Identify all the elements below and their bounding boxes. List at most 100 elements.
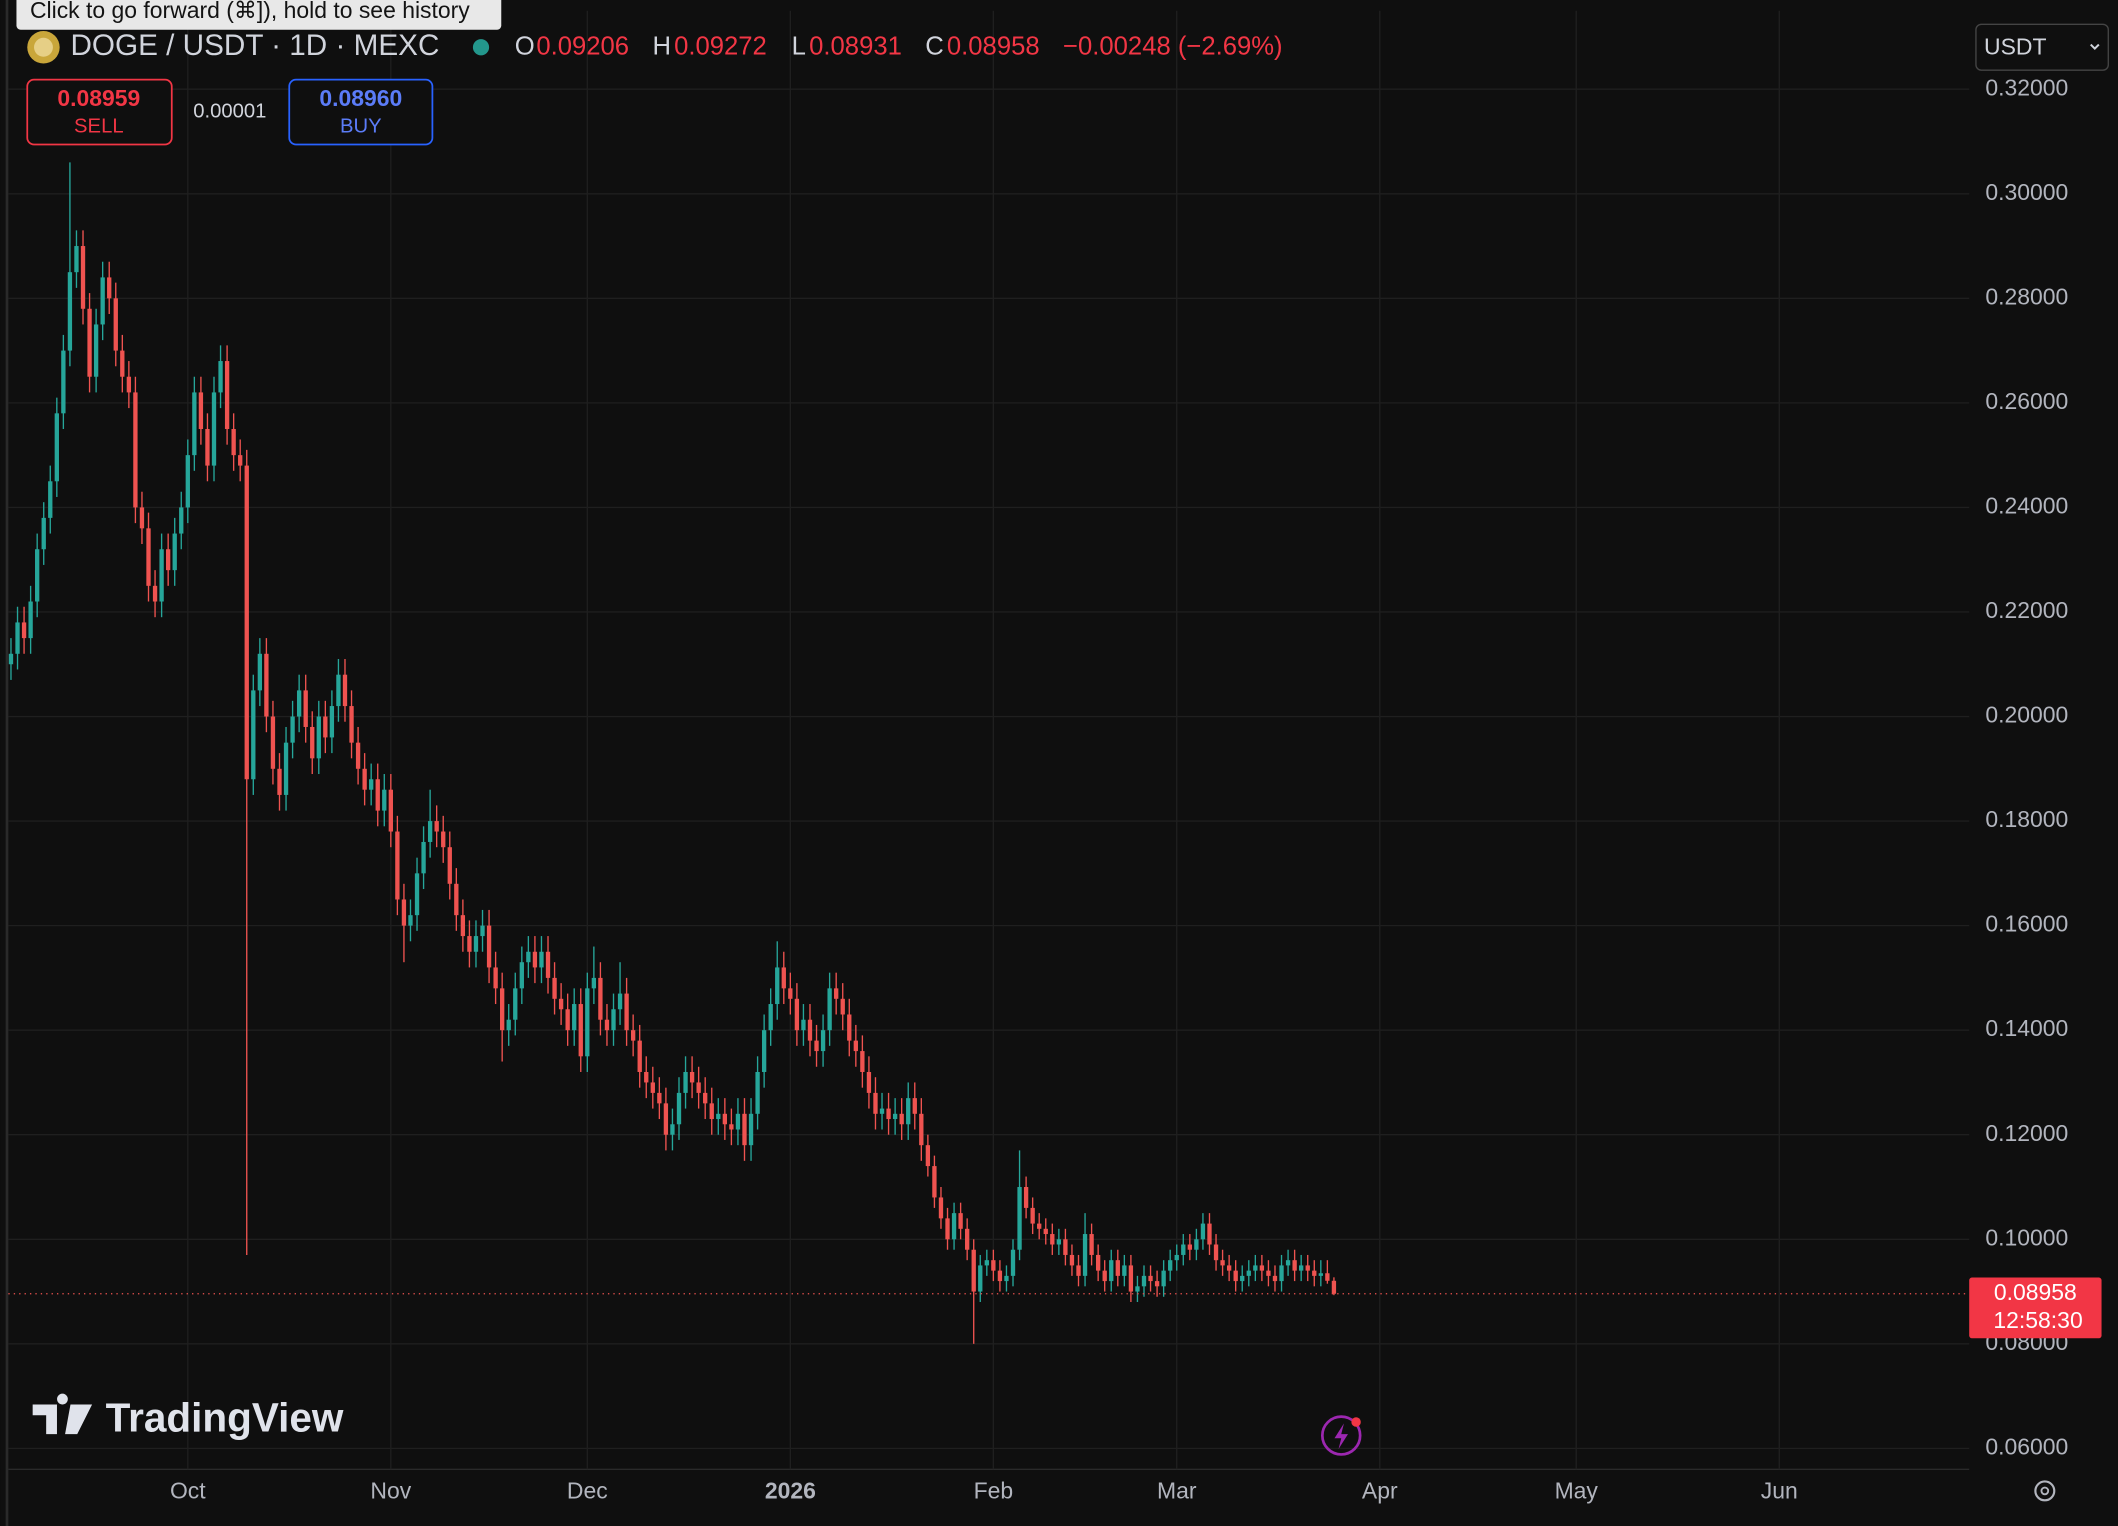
candle-body bbox=[1299, 1265, 1304, 1271]
candle-body bbox=[689, 1071, 695, 1083]
candle-body bbox=[578, 1004, 583, 1057]
y-tick-label: 0.16000 bbox=[1985, 911, 2068, 937]
candle-body bbox=[146, 528, 151, 586]
candle-body bbox=[1063, 1239, 1068, 1255]
grid bbox=[8, 10, 1970, 1470]
candle-body bbox=[1279, 1265, 1284, 1282]
candle-body bbox=[761, 1030, 767, 1072]
candle-body bbox=[152, 585, 158, 602]
candle-body bbox=[1266, 1270, 1271, 1276]
candle-body bbox=[382, 789, 387, 811]
candle-body bbox=[1095, 1254, 1101, 1271]
candle-body bbox=[41, 517, 46, 550]
candle-body bbox=[1259, 1265, 1265, 1271]
candle-body bbox=[1318, 1273, 1323, 1276]
high-label: H bbox=[653, 32, 672, 60]
candle-body bbox=[965, 1228, 970, 1250]
candle-body bbox=[100, 277, 105, 325]
candle-body bbox=[526, 951, 531, 963]
candle-body bbox=[231, 429, 236, 456]
candle-body bbox=[434, 821, 439, 832]
candle-body bbox=[938, 1197, 944, 1219]
candle-body bbox=[185, 455, 190, 508]
candle-body bbox=[67, 272, 73, 351]
candle-body bbox=[296, 690, 302, 717]
axes: 0.32000 0.30000 0.28000 0.26000 0.24000 0.220… bbox=[8, 74, 2102, 1503]
candle-body bbox=[624, 993, 629, 1031]
candle-body bbox=[722, 1113, 728, 1125]
candle-body bbox=[847, 1014, 852, 1041]
candle-body bbox=[408, 915, 413, 926]
candle-body bbox=[264, 653, 269, 717]
y-tick-label: 0.22000 bbox=[1985, 597, 2068, 623]
candle-body bbox=[401, 899, 407, 926]
currency-dropdown[interactable] bbox=[1975, 23, 2109, 71]
candle-body bbox=[794, 998, 800, 1031]
candle-body bbox=[755, 1071, 760, 1114]
y-tick-label: 0.26000 bbox=[1985, 388, 2068, 414]
symbol-icon-inner bbox=[34, 37, 53, 57]
candle-body bbox=[1181, 1244, 1186, 1255]
candle-body bbox=[133, 392, 138, 508]
settings-icon[interactable] bbox=[2034, 1480, 2056, 1502]
candle-body bbox=[1253, 1265, 1258, 1271]
sell-button[interactable] bbox=[26, 78, 173, 146]
candle-body bbox=[958, 1213, 963, 1229]
candle-body bbox=[93, 324, 99, 377]
alert-icon[interactable] bbox=[1320, 1415, 1362, 1456]
candle-body bbox=[591, 977, 597, 989]
x-tick-label: Dec bbox=[567, 1477, 608, 1503]
candle-body bbox=[179, 507, 184, 534]
candle-body bbox=[519, 962, 524, 989]
candle-body bbox=[303, 690, 308, 727]
candle-body bbox=[1037, 1223, 1042, 1229]
candle-body bbox=[1174, 1254, 1179, 1261]
buy-button[interactable] bbox=[288, 78, 434, 146]
candle-body bbox=[480, 925, 485, 937]
candle-body bbox=[454, 883, 459, 916]
brand: TradingView bbox=[106, 1394, 344, 1440]
symbol[interactable]: DOGE / USDT · 1D · MEXC bbox=[70, 29, 439, 62]
candle-body bbox=[1043, 1228, 1048, 1235]
candle-body bbox=[814, 1040, 819, 1052]
candle-body bbox=[539, 951, 544, 968]
candle-body bbox=[460, 915, 466, 937]
candle-body bbox=[611, 1009, 616, 1031]
candle-body bbox=[224, 361, 230, 430]
candle-body bbox=[807, 1019, 813, 1041]
candle-body bbox=[21, 622, 27, 639]
candle-body bbox=[657, 1092, 662, 1104]
candle-body bbox=[388, 789, 393, 832]
y-tick-label: 0.18000 bbox=[1985, 806, 2068, 832]
candle-body bbox=[1305, 1265, 1310, 1271]
candle-body bbox=[28, 601, 33, 639]
candle-body bbox=[604, 1019, 610, 1031]
change: −0.00248 (−2.69%) bbox=[1063, 32, 1283, 60]
alert-bolt bbox=[1334, 1423, 1348, 1450]
candle-body bbox=[1082, 1234, 1088, 1276]
candle-body bbox=[984, 1260, 989, 1266]
candle-body bbox=[375, 779, 380, 811]
candle-body bbox=[1233, 1270, 1238, 1282]
close-label: C bbox=[925, 32, 944, 60]
candle-body bbox=[670, 1124, 675, 1135]
x-tick-label: Mar bbox=[1157, 1477, 1197, 1503]
low-value: 0.08931 bbox=[809, 32, 902, 60]
candle-body bbox=[395, 831, 400, 900]
candle-body bbox=[493, 967, 498, 989]
candle-body bbox=[1200, 1223, 1206, 1240]
spread: 0.00001 bbox=[193, 100, 266, 122]
candle-body bbox=[912, 1098, 917, 1114]
candle-body bbox=[1004, 1275, 1009, 1282]
candle-body bbox=[1154, 1281, 1160, 1287]
candle-body bbox=[1292, 1260, 1297, 1271]
market-status[interactable] bbox=[472, 39, 490, 56]
candle-body bbox=[316, 716, 321, 759]
candle-body bbox=[545, 951, 551, 978]
candle-body bbox=[729, 1124, 734, 1130]
candle-body bbox=[1331, 1280, 1337, 1294]
candle-body bbox=[801, 1019, 806, 1031]
